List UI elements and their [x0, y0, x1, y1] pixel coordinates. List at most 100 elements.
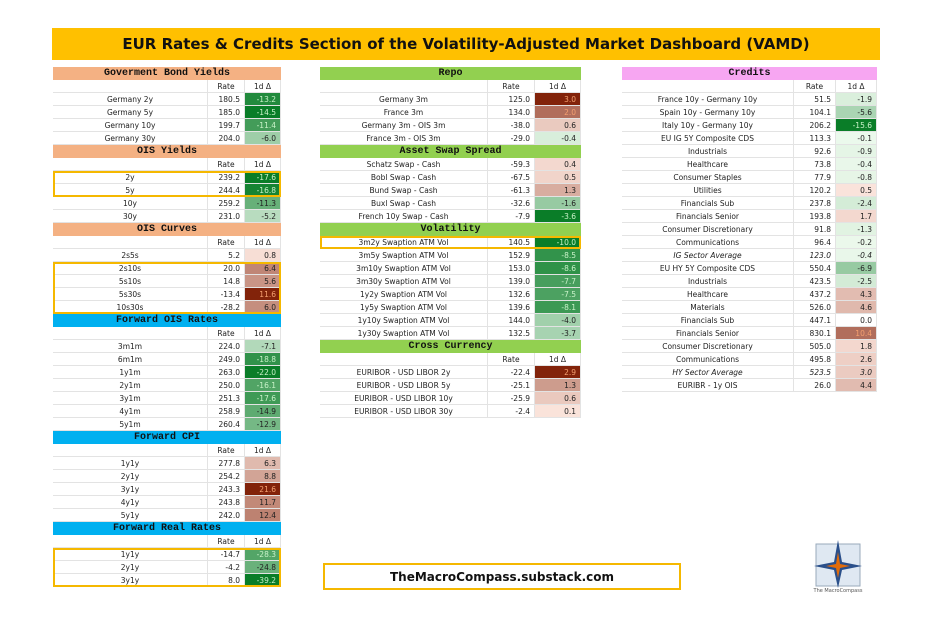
row-label: 2y1y [53, 561, 208, 573]
column-header: 1d Δ [245, 535, 281, 547]
table-row: 2y1m 250.0 -16.1 [53, 379, 281, 392]
section-title: Goverment Bond Yields [53, 67, 281, 80]
change-cell: -17.6 [245, 392, 281, 404]
logo [814, 540, 862, 588]
rate-cell: 437.2 [794, 288, 836, 300]
change-cell: -15.6 [836, 119, 877, 131]
row-label: 1y30y Swaption ATM Vol [320, 327, 488, 339]
table-row: EURIBOR - USD LIBOR 10y -25.9 0.6 [320, 392, 581, 405]
blank-cell [53, 327, 208, 339]
row-label: 3y1y [53, 574, 208, 586]
table-row: 5y 244.4 -16.8 [53, 184, 281, 197]
rate-cell: 152.9 [488, 249, 535, 261]
change-cell: -11.4 [245, 119, 281, 131]
rate-cell: 244.4 [208, 184, 245, 196]
rate-cell: 120.2 [794, 184, 836, 196]
rate-cell: 259.2 [208, 197, 245, 209]
column-header: 1d Δ [245, 158, 281, 170]
table-row: Industrials 92.6 -0.9 [622, 145, 877, 158]
row-label: French 10y Swap - Cash [320, 210, 488, 222]
rate-cell: 231.0 [208, 210, 245, 222]
row-label: Buxl Swap - Cash [320, 197, 488, 209]
section-title: OIS Yields [53, 145, 281, 158]
rate-cell: -25.1 [488, 379, 535, 391]
section-title: Repo [320, 67, 581, 80]
table-row: Financials Senior 193.8 1.7 [622, 210, 877, 223]
rate-cell: -7.9 [488, 210, 535, 222]
table-row: 30y 231.0 -5.2 [53, 210, 281, 223]
row-label: Germany 3m - OIS 3m [320, 119, 488, 131]
row-label: 1y1y [53, 548, 208, 560]
table-row: 4y1y 243.8 11.7 [53, 496, 281, 509]
table-row: Consumer Discretionary 91.8 -1.3 [622, 223, 877, 236]
rate-cell: 104.1 [794, 106, 836, 118]
column-header: 1d Δ [245, 327, 281, 339]
table-row: Consumer Discretionary 505.0 1.8 [622, 340, 877, 353]
title: EUR Rates & Credits Section of the Volat… [52, 28, 880, 60]
rate-cell: 180.5 [208, 93, 245, 105]
change-cell: 8.8 [245, 470, 281, 482]
column-header-row: Rate 1d Δ [53, 535, 281, 548]
row-label: Spain 10y - Germany 10y [622, 106, 794, 118]
table-row: Communications 495.8 2.6 [622, 353, 877, 366]
row-label: 5s30s [53, 288, 208, 300]
row-label: 6m1m [53, 353, 208, 365]
change-cell: 10.4 [836, 327, 877, 339]
rate-cell: 20.0 [208, 262, 245, 274]
rate-cell: -14.7 [208, 548, 245, 560]
rate-cell: 249.0 [208, 353, 245, 365]
row-label: 5y1y [53, 509, 208, 521]
row-label: Germany 30y [53, 132, 208, 144]
table-row: Financials Sub 447.1 0.0 [622, 314, 877, 327]
column-header: Rate [208, 80, 245, 92]
rate-cell: 263.0 [208, 366, 245, 378]
panel-column: Goverment Bond Yields Rate 1d Δ Germany 2y 1… [53, 67, 281, 587]
table-row: Germany 3m - OIS 3m -38.0 0.6 [320, 119, 581, 132]
row-label: 2s5s [53, 249, 208, 261]
rate-cell: -67.5 [488, 171, 535, 183]
row-label: Financials Sub [622, 314, 794, 326]
change-cell: -17.6 [245, 171, 281, 183]
rate-cell: -29.0 [488, 132, 535, 144]
change-cell: 6.3 [245, 457, 281, 469]
blank-cell [622, 80, 794, 92]
blank-cell [320, 353, 488, 365]
change-cell: 6.0 [245, 301, 281, 313]
table-row: EU HY 5Y Composite CDS 550.4 -6.9 [622, 262, 877, 275]
blank-cell [320, 80, 488, 92]
footer-link: TheMacroCompass.substack.com [323, 563, 681, 590]
row-label: 10s30s [53, 301, 208, 313]
table-row: 1y30y Swaption ATM Vol 132.5 -3.7 [320, 327, 581, 340]
change-cell: -8.6 [535, 262, 581, 274]
column-header-row: Rate 1d Δ [53, 236, 281, 249]
change-cell: 0.6 [535, 392, 581, 404]
table-row: 5y1m 260.4 -12.9 [53, 418, 281, 431]
change-cell: 3.0 [535, 93, 581, 105]
rate-cell: 8.0 [208, 574, 245, 586]
change-cell: -1.3 [836, 223, 877, 235]
change-cell: 3.0 [836, 366, 877, 378]
rate-cell: 495.8 [794, 353, 836, 365]
change-cell: 2.0 [535, 106, 581, 118]
table-row: EU IG 5Y Composite CDS 113.3 -0.1 [622, 132, 877, 145]
section-title: Volatility [320, 223, 581, 236]
rate-cell: 242.0 [208, 509, 245, 521]
table-row: 3m1m 224.0 -7.1 [53, 340, 281, 353]
rate-cell: -4.2 [208, 561, 245, 573]
row-label: 4y1y [53, 496, 208, 508]
row-label: Consumer Discretionary [622, 223, 794, 235]
table-row: 3y1m 251.3 -17.6 [53, 392, 281, 405]
change-cell: -24.8 [245, 561, 281, 573]
rate-cell: 258.9 [208, 405, 245, 417]
row-label: Communications [622, 236, 794, 248]
row-label: Healthcare [622, 288, 794, 300]
rate-cell: 423.5 [794, 275, 836, 287]
row-label: Germany 10y [53, 119, 208, 131]
column-header: Rate [488, 80, 535, 92]
row-label: Italy 10y - Germany 10y [622, 119, 794, 131]
row-label: Healthcare [622, 158, 794, 170]
table-row: Bund Swap - Cash -61.3 1.3 [320, 184, 581, 197]
column-header: Rate [208, 236, 245, 248]
row-label: 2y1m [53, 379, 208, 391]
table-row: 6m1m 249.0 -18.8 [53, 353, 281, 366]
